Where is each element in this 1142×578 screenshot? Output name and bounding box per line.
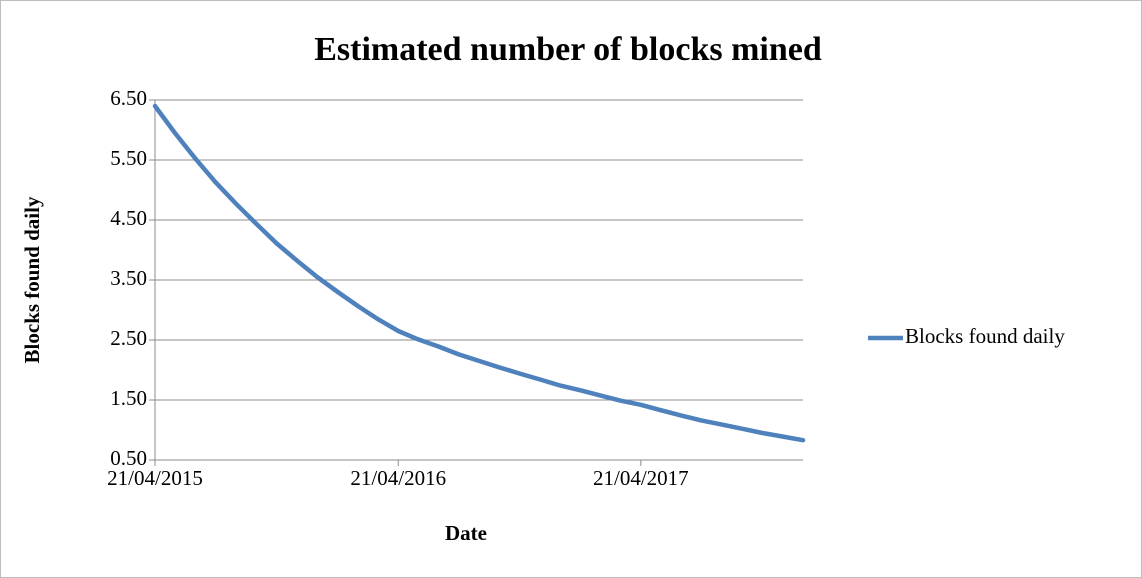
chart-title: Estimated number of blocks mined	[314, 31, 822, 68]
y-tick-label: 1.50	[110, 386, 147, 410]
y-tick-label: 2.50	[110, 326, 147, 350]
y-tick-label: 6.50	[110, 86, 147, 110]
x-tick-label: 21/04/2015	[107, 466, 203, 490]
y-tick-label: 4.50	[110, 206, 147, 230]
x-tick-label: 21/04/2016	[350, 466, 446, 490]
y-tick-label: 5.50	[110, 146, 147, 170]
y-axis-label: Blocks found daily	[20, 196, 44, 363]
y-tick-label: 0.50	[110, 446, 147, 470]
legend-label: Blocks found daily	[905, 324, 1065, 348]
y-tick-label: 3.50	[110, 266, 147, 290]
line-series	[152, 103, 806, 443]
x-tick-label: 21/04/2017	[593, 466, 689, 490]
x-axis-label: Date	[445, 521, 487, 545]
